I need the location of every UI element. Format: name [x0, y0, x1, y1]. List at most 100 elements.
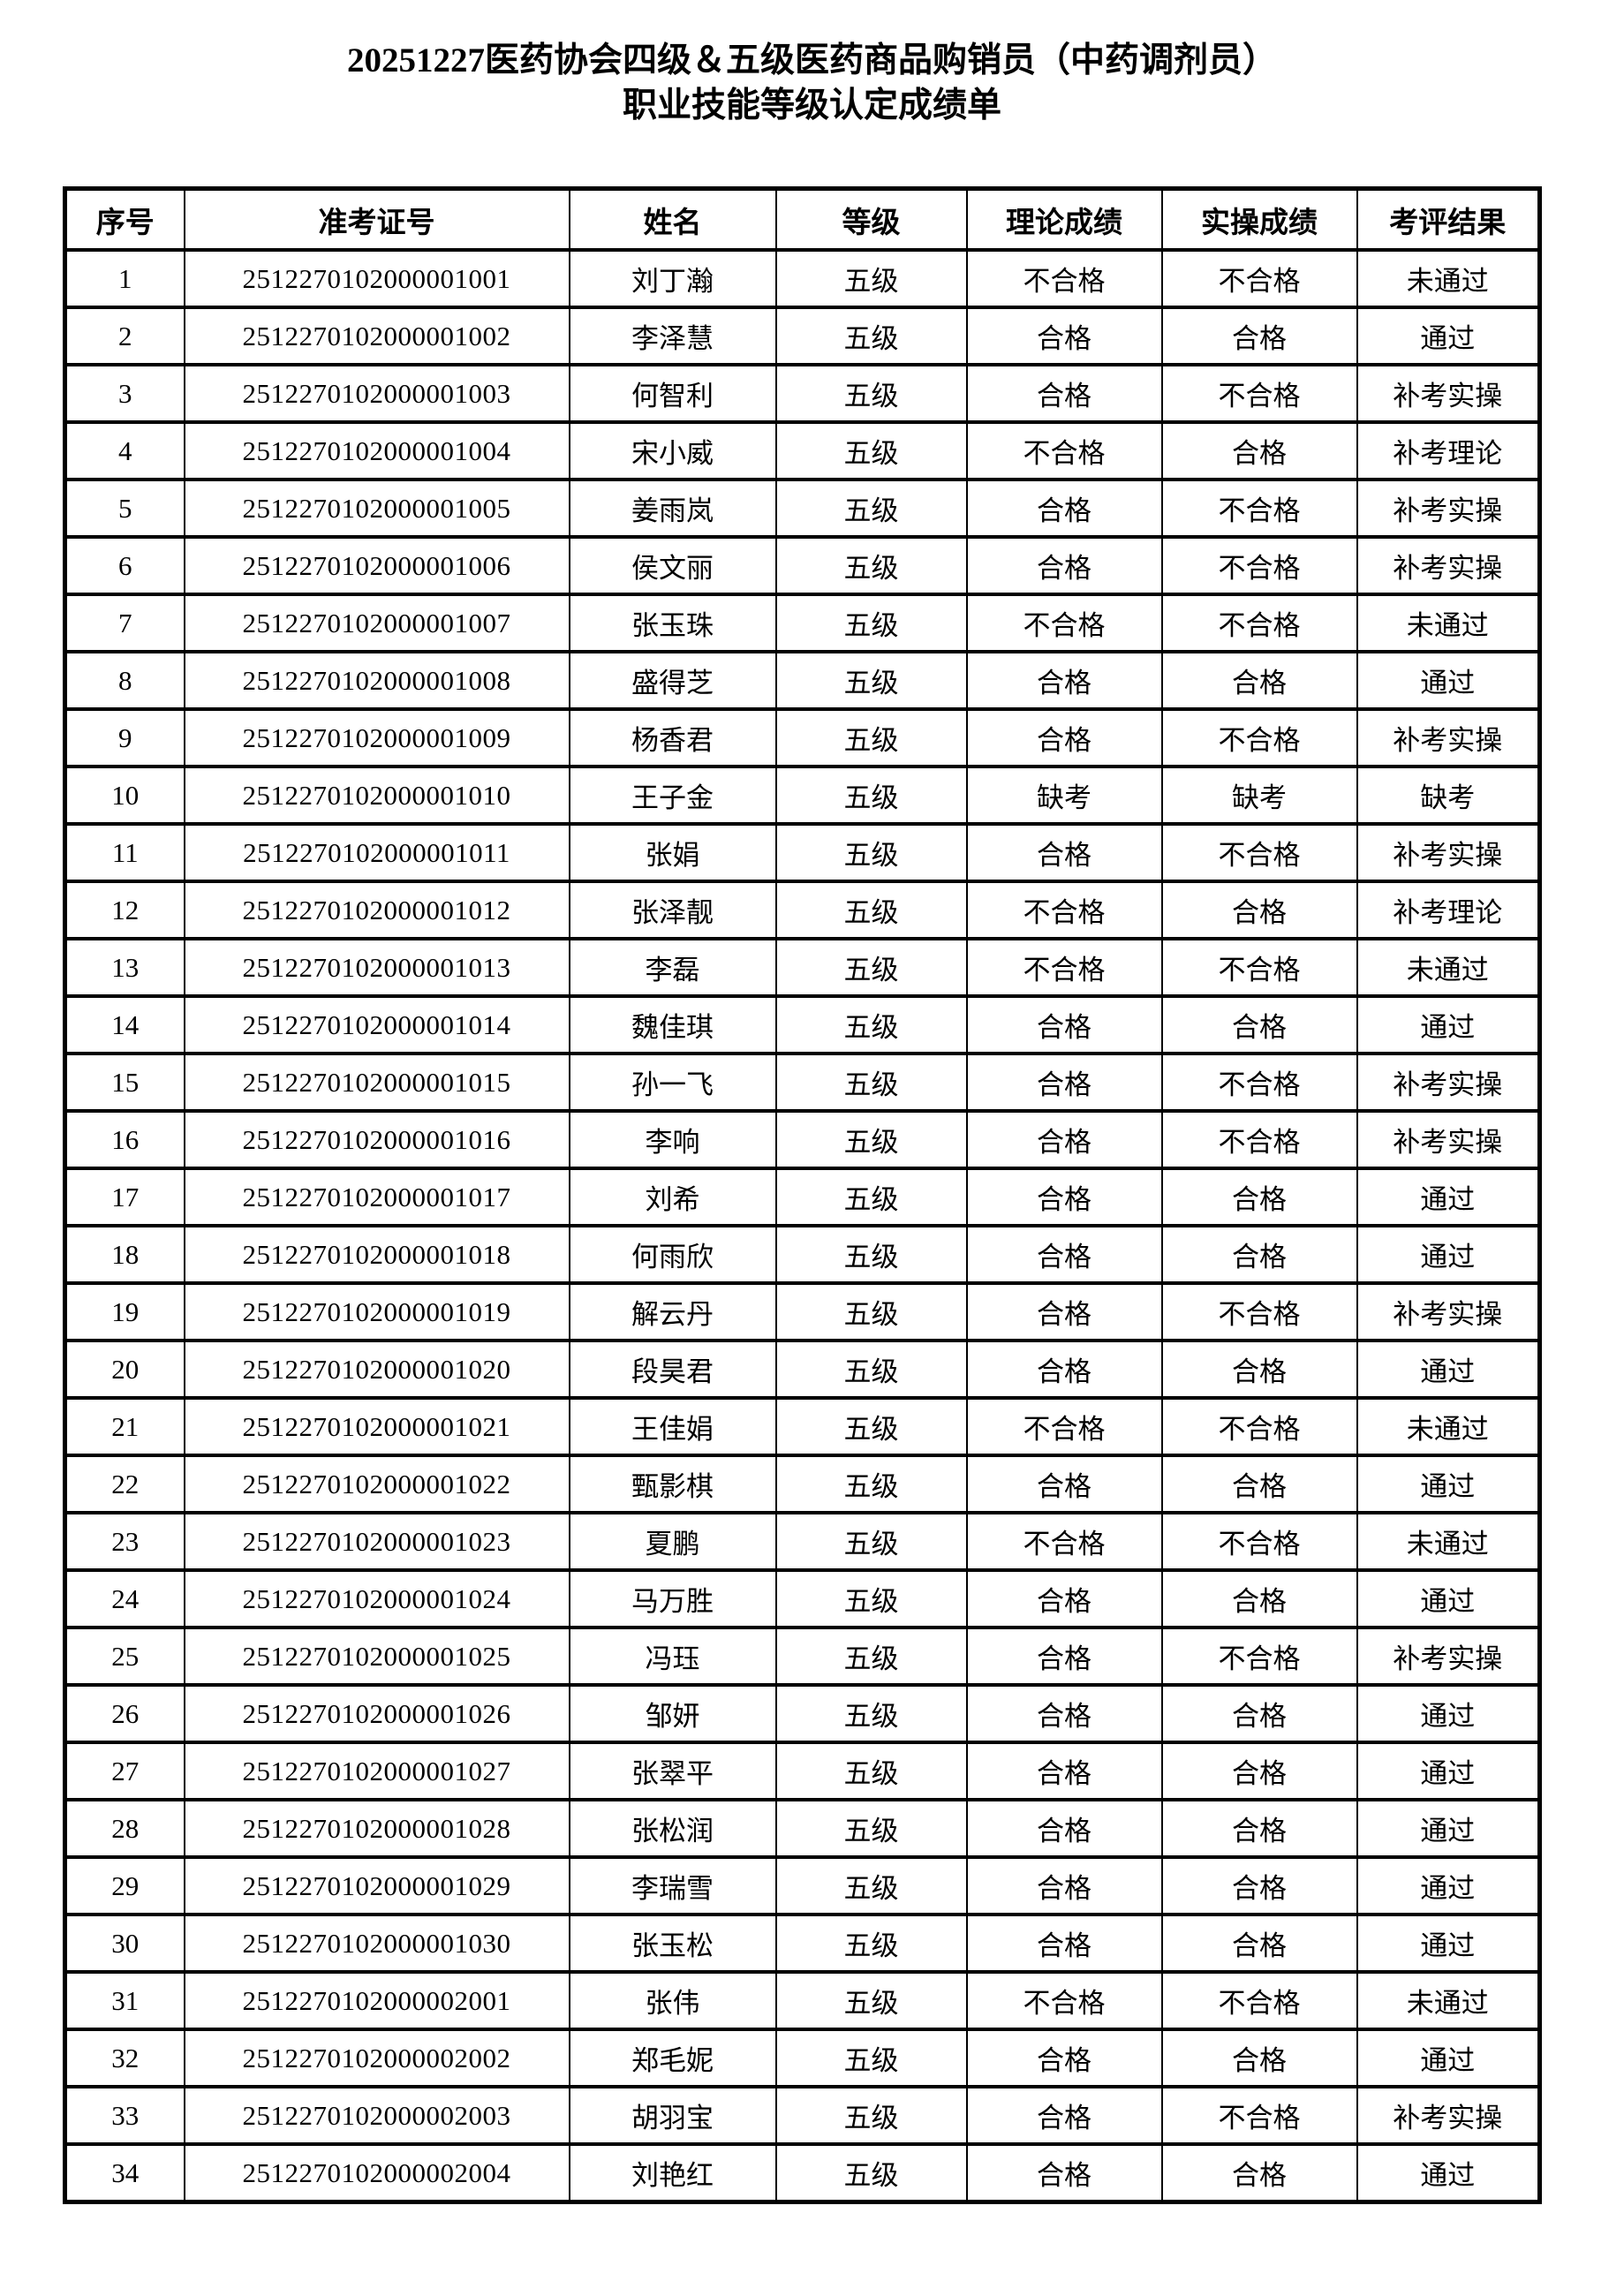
cell-name: 张伟: [568, 1970, 777, 2032]
cell-name: 魏佳琪: [568, 994, 777, 1056]
cell-theory-score: 合格: [965, 1109, 1163, 1171]
col-header-evaluation-result: 考评结果: [1356, 186, 1541, 253]
cell-practical-score: 合格: [1160, 306, 1358, 367]
cell-evaluation-result: 补考实操: [1356, 1626, 1541, 1688]
cell-theory-score: 合格: [965, 1224, 1163, 1286]
cell-name: 张翠平: [568, 1741, 777, 1802]
cell-index: 12: [64, 880, 185, 941]
cell-level: 五级: [774, 1396, 968, 1458]
cell-theory-score: 合格: [965, 2085, 1163, 2147]
cell-level: 五级: [774, 535, 968, 597]
cell-ticket-number: 2512270102000001022: [183, 1454, 570, 1515]
cell-name: 何智利: [568, 363, 777, 425]
cell-index: 6: [64, 535, 185, 597]
table-row: 5 2512270102000001005 姜雨岚 五级 合格 不合格 补考实操: [64, 478, 1541, 540]
cell-name: 夏鹏: [568, 1511, 777, 1573]
cell-evaluation-result: 补考实操: [1356, 822, 1541, 884]
cell-practical-score: 不合格: [1160, 822, 1358, 884]
cell-ticket-number: 2512270102000001026: [183, 1683, 570, 1745]
cell-name: 甄影棋: [568, 1454, 777, 1515]
cell-ticket-number: 2512270102000001027: [183, 1741, 570, 1802]
cell-name: 刘艳红: [568, 2142, 777, 2204]
cell-level: 五级: [774, 478, 968, 540]
cell-index: 15: [64, 1052, 185, 1114]
cell-level: 五级: [774, 1741, 968, 1802]
cell-index: 22: [64, 1454, 185, 1515]
cell-theory-score: 合格: [965, 994, 1163, 1056]
table-row: 8 2512270102000001008 盛得芝 五级 合格 合格 通过: [64, 650, 1541, 712]
cell-evaluation-result: 补考实操: [1356, 535, 1541, 597]
cell-name: 冯珏: [568, 1626, 777, 1688]
cell-index: 9: [64, 707, 185, 769]
table-row: 32 2512270102000002002 郑毛妮 五级 合格 合格 通过: [64, 2028, 1541, 2089]
table-row: 2 2512270102000001002 李泽慧 五级 合格 合格 通过: [64, 306, 1541, 367]
cell-name: 张玉松: [568, 1913, 777, 1975]
cell-theory-score: 合格: [965, 1626, 1163, 1688]
cell-evaluation-result: 未通过: [1356, 937, 1541, 999]
cell-level: 五级: [774, 650, 968, 712]
cell-level: 五级: [774, 822, 968, 884]
cell-index: 3: [64, 363, 185, 425]
table-row: 16 2512270102000001016 李响 五级 合格 不合格 补考实操: [64, 1109, 1541, 1171]
cell-theory-score: 不合格: [965, 880, 1163, 941]
cell-evaluation-result: 通过: [1356, 1339, 1541, 1401]
cell-theory-score: 不合格: [965, 937, 1163, 999]
table-row: 13 2512270102000001013 李磊 五级 不合格 不合格 未通过: [64, 937, 1541, 999]
cell-theory-score: 合格: [965, 306, 1163, 367]
cell-practical-score: 缺考: [1160, 765, 1358, 827]
cell-index: 28: [64, 1798, 185, 1860]
cell-theory-score: 合格: [965, 1798, 1163, 1860]
cell-practical-score: 不合格: [1160, 1511, 1358, 1573]
cell-theory-score: 合格: [965, 1741, 1163, 1802]
cell-index: 18: [64, 1224, 185, 1286]
cell-name: 宋小威: [568, 420, 777, 482]
cell-name: 马万胜: [568, 1568, 777, 1630]
cell-evaluation-result: 未通过: [1356, 1970, 1541, 2032]
cell-index: 2: [64, 306, 185, 367]
table-row: 31 2512270102000002001 张伟 五级 不合格 不合格 未通过: [64, 1970, 1541, 2032]
cell-ticket-number: 2512270102000001019: [183, 1281, 570, 1343]
cell-evaluation-result: 通过: [1356, 1913, 1541, 1975]
table-row: 34 2512270102000002004 刘艳红 五级 合格 合格 通过: [64, 2142, 1541, 2204]
cell-evaluation-result: 通过: [1356, 2028, 1541, 2089]
cell-evaluation-result: 未通过: [1356, 248, 1541, 310]
cell-evaluation-result: 通过: [1356, 1855, 1541, 1917]
table-row: 15 2512270102000001015 孙一飞 五级 合格 不合格 补考实操: [64, 1052, 1541, 1114]
cell-theory-score: 合格: [965, 1913, 1163, 1975]
table-row: 20 2512270102000001020 段昊君 五级 合格 合格 通过: [64, 1339, 1541, 1401]
cell-level: 五级: [774, 420, 968, 482]
cell-evaluation-result: 补考实操: [1356, 363, 1541, 425]
cell-index: 23: [64, 1511, 185, 1573]
cell-theory-score: 合格: [965, 1281, 1163, 1343]
cell-index: 1: [64, 248, 185, 310]
cell-theory-score: 合格: [965, 363, 1163, 425]
cell-ticket-number: 2512270102000001018: [183, 1224, 570, 1286]
cell-index: 5: [64, 478, 185, 540]
cell-index: 34: [64, 2142, 185, 2204]
cell-theory-score: 缺考: [965, 765, 1163, 827]
cell-index: 10: [64, 765, 185, 827]
cell-ticket-number: 2512270102000001017: [183, 1167, 570, 1228]
cell-index: 29: [64, 1855, 185, 1917]
cell-index: 4: [64, 420, 185, 482]
table-row: 29 2512270102000001029 李瑞雪 五级 合格 合格 通过: [64, 1855, 1541, 1917]
cell-evaluation-result: 补考理论: [1356, 880, 1541, 941]
cell-evaluation-result: 补考实操: [1356, 2085, 1541, 2147]
col-header-theory-score: 理论成绩: [965, 186, 1163, 253]
cell-evaluation-result: 通过: [1356, 1167, 1541, 1228]
cell-ticket-number: 2512270102000002004: [183, 2142, 570, 2204]
cell-index: 27: [64, 1741, 185, 1802]
cell-level: 五级: [774, 1109, 968, 1171]
cell-ticket-number: 2512270102000001012: [183, 880, 570, 941]
cell-level: 五级: [774, 306, 968, 367]
cell-name: 盛得芝: [568, 650, 777, 712]
cell-index: 19: [64, 1281, 185, 1343]
cell-level: 五级: [774, 937, 968, 999]
title-line-2: 职业技能等级认定成绩单: [622, 86, 1001, 125]
cell-practical-score: 合格: [1160, 1855, 1358, 1917]
cell-evaluation-result: 补考实操: [1356, 478, 1541, 540]
cell-ticket-number: 2512270102000001023: [183, 1511, 570, 1573]
table-row: 24 2512270102000001024 马万胜 五级 合格 合格 通过: [64, 1568, 1541, 1630]
cell-evaluation-result: 补考实操: [1356, 707, 1541, 769]
cell-ticket-number: 2512270102000001021: [183, 1396, 570, 1458]
